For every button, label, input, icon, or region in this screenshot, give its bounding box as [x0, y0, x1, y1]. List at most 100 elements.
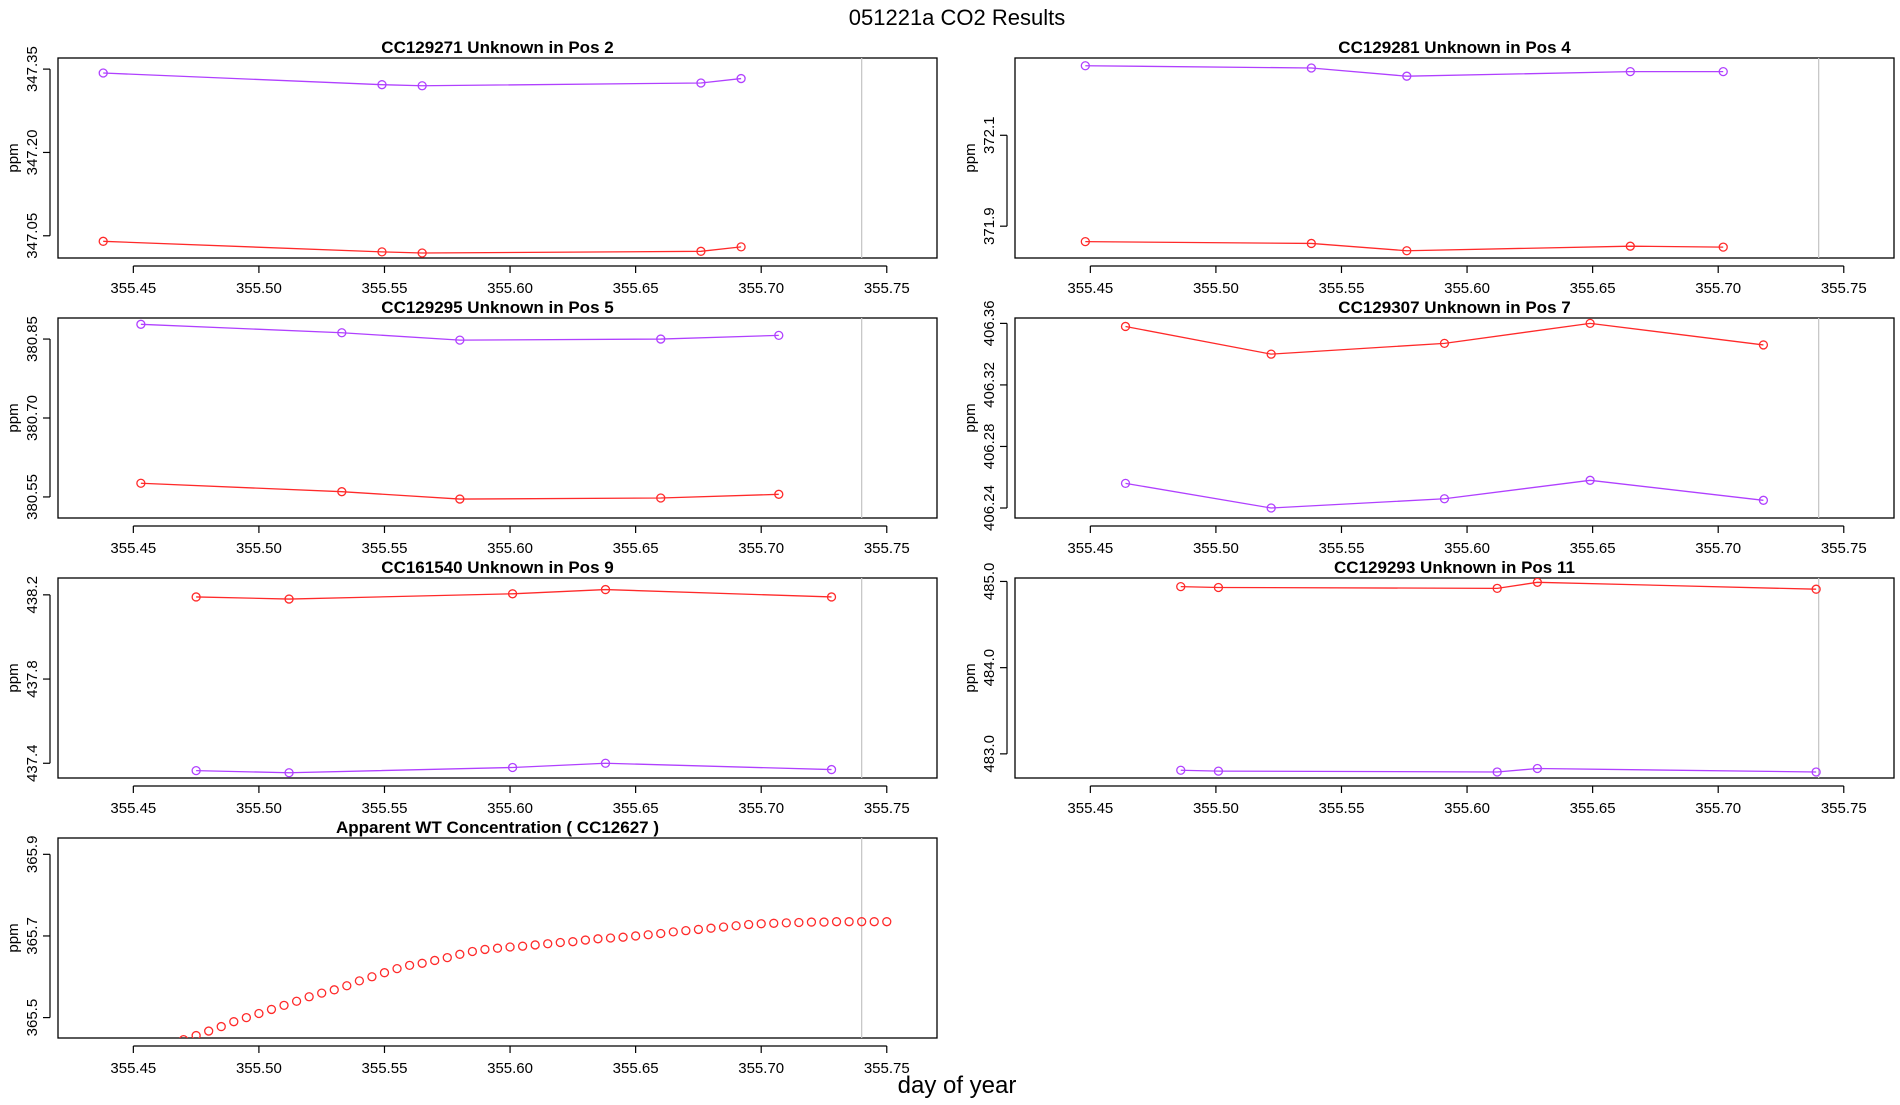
x-tick-label: 355.70 — [738, 540, 784, 557]
data-point-wt — [204, 1026, 214, 1036]
data-point-red — [337, 487, 347, 497]
x-tick-label: 355.45 — [110, 800, 156, 817]
data-point-red — [826, 592, 837, 602]
y-tick-label: 347.05 — [24, 213, 41, 259]
y-tick-label: 485.0 — [981, 563, 998, 601]
data-point-wt — [769, 918, 779, 928]
x-tick-label: 355.65 — [613, 1060, 659, 1077]
x-tick-label: 355.45 — [1067, 800, 1113, 817]
y-tick-label: 484.0 — [981, 649, 998, 687]
data-point-wt — [392, 963, 402, 974]
x-tick-label: 355.65 — [613, 540, 659, 557]
x-tick-label: 355.70 — [738, 800, 784, 817]
data-point-wt — [266, 1004, 277, 1015]
plot-frame — [57, 317, 938, 519]
data-point-purple — [774, 330, 784, 341]
data-point-wt — [618, 932, 628, 942]
series-line-purple — [1125, 479, 1764, 509]
data-point-wt — [442, 952, 452, 963]
y-tick-label: 406.36 — [981, 300, 998, 346]
series-line-red — [103, 240, 742, 254]
data-point-red — [98, 236, 108, 246]
x-tick-label: 355.65 — [1570, 280, 1616, 297]
x-tick-label: 355.75 — [864, 1060, 910, 1077]
panel-title: CC129271 Unknown in Pos 2 — [381, 38, 613, 57]
y-tick-label: 365.7 — [24, 917, 41, 955]
data-point-wt — [179, 1034, 188, 1038]
data-point-red — [507, 589, 518, 599]
x-tick-label: 355.50 — [1193, 800, 1239, 817]
page-title: 051221a CO2 Results — [849, 5, 1065, 30]
data-point-wt — [668, 927, 678, 937]
data-point-purple — [284, 768, 294, 778]
data-point-purple — [1213, 766, 1224, 776]
panel-title: CC129295 Unknown in Pos 5 — [381, 298, 613, 317]
series-group — [1120, 318, 1769, 513]
data-point-wt — [731, 921, 741, 931]
data-point-purple — [377, 80, 387, 90]
panel-title: CC129293 Unknown in Pos 11 — [1334, 558, 1575, 577]
data-point-wt — [857, 917, 867, 927]
y-tick-label: 347.35 — [24, 46, 41, 92]
x-tick-label: 355.45 — [110, 540, 156, 557]
data-point-wt — [241, 1012, 252, 1023]
panel-title: CC161540 Unknown in Pos 9 — [381, 558, 613, 577]
data-point-wt — [492, 943, 503, 953]
y-axis-title: ppm — [962, 403, 979, 432]
data-point-wt — [605, 933, 616, 943]
data-point-purple — [1718, 66, 1728, 77]
x-tick-label: 355.60 — [1444, 280, 1490, 297]
data-point-wt — [291, 996, 302, 1006]
data-point-red — [1758, 340, 1769, 350]
data-point-wt — [781, 918, 791, 928]
data-point-purple — [1120, 478, 1131, 489]
data-point-wt — [580, 935, 591, 945]
data-point-wt — [216, 1021, 226, 1032]
data-point-wt — [317, 988, 327, 998]
data-point-wt — [417, 958, 427, 968]
x-tick-label: 355.55 — [1319, 280, 1365, 297]
data-point-red — [1718, 242, 1728, 252]
data-point-wt — [593, 934, 603, 944]
data-point-wt — [505, 942, 515, 952]
data-point-wt — [656, 928, 666, 939]
data-point-wt — [819, 917, 829, 927]
data-point-red — [1176, 581, 1186, 592]
data-point-wt — [279, 1000, 289, 1010]
data-point-wt — [555, 937, 565, 948]
data-point-wt — [191, 1030, 201, 1038]
data-point-red — [191, 592, 201, 602]
data-point-purple — [507, 762, 518, 773]
series-line-red — [196, 588, 832, 600]
y-tick-label: 406.32 — [981, 362, 998, 408]
data-point-wt — [379, 968, 390, 978]
data-point-red — [1213, 582, 1224, 593]
data-point-wt — [304, 992, 314, 1002]
data-point-wt — [229, 1017, 239, 1027]
data-point-purple — [1306, 63, 1316, 73]
y-axis-title: ppm — [5, 403, 22, 432]
data-point-red — [774, 489, 784, 499]
y-axis-title: ppm — [962, 143, 979, 172]
y-axis-title: ppm — [5, 663, 22, 692]
data-point-red — [1625, 241, 1635, 251]
data-point-red — [1585, 318, 1595, 329]
x-tick-label: 355.45 — [110, 1060, 156, 1077]
panel-5: CC161540 Unknown in Pos 9 355.45 355.50 355… — [5, 558, 938, 817]
data-point-red — [736, 242, 746, 252]
series-group — [1176, 578, 1821, 777]
y-tick-label: 406.24 — [981, 485, 998, 531]
y-tick-label: 372.1 — [981, 116, 998, 154]
panel-2: CC129281 Unknown in Pos 4 355.45 355.50 355… — [962, 38, 1895, 297]
y-tick-label: 437.4 — [24, 744, 41, 782]
data-point-wt — [568, 937, 578, 947]
data-point-red — [377, 247, 387, 257]
data-point-wt — [480, 944, 490, 955]
data-point-wt — [630, 931, 641, 941]
data-point-red — [1080, 236, 1090, 247]
x-tick-label: 355.50 — [1193, 280, 1239, 297]
data-point-wt — [530, 940, 540, 950]
series-line-red — [1180, 581, 1817, 590]
data-point-wt — [517, 941, 528, 951]
